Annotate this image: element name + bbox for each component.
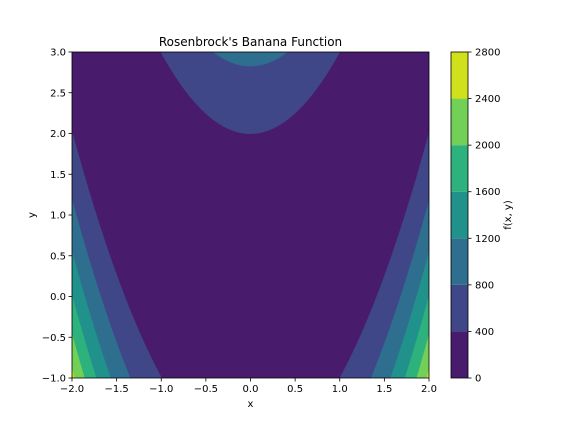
y-tick-label: 1.0: [50, 211, 66, 222]
x-tick-label: 0.0: [243, 384, 259, 395]
colorbar-segment: [451, 284, 468, 332]
colorbar-tick-label: 800: [475, 280, 494, 291]
x-axis: −2.0 −1.5 −1.0 −0.5 0.0 0.5 1.0 1.5 2.0: [60, 378, 437, 395]
colorbar-segment: [451, 331, 468, 378]
colorbar-segment: [451, 191, 468, 239]
colorbar: 0 400 800 1200 1600 2000 2400 2800 f(x, y): [450, 48, 514, 385]
colorbar-segments: [451, 52, 468, 378]
colorbar-label: f(x, y): [503, 200, 514, 230]
x-tick-label: 1.5: [376, 384, 392, 395]
y-tick-label: 0.0: [50, 292, 66, 303]
x-axis-label: x: [248, 399, 254, 410]
chart-title: Rosenbrock's Banana Function: [159, 35, 342, 49]
contour-band-400-upper: [160, 52, 341, 134]
contour-band-1200-upper: [72, 0, 429, 14]
colorbar-frame: [450, 51, 469, 379]
colorbar-tick-label: 1600: [475, 187, 500, 198]
colorbar-tick-label: 0: [475, 374, 481, 385]
colorbar-segment: [451, 98, 468, 146]
colorbar-segment: [451, 52, 468, 99]
colorbar-ticks: 0 400 800 1200 1600 2000 2400 2800: [468, 48, 500, 385]
y-tick-label: 0.5: [50, 251, 66, 262]
x-tick-label: −1.5: [104, 384, 128, 395]
colorbar-tick-label: 2400: [475, 94, 500, 105]
y-tick-label: 2.0: [50, 129, 66, 140]
x-tick-label: 0.5: [287, 384, 303, 395]
x-tick-label: −2.0: [60, 384, 84, 395]
y-tick-label: 1.5: [50, 170, 66, 181]
contour-band-800-lower: [72, 199, 429, 378]
colorbar-tick-label: 1200: [475, 234, 500, 245]
y-axis-label: y: [27, 212, 38, 218]
y-tick-label: −0.5: [42, 333, 66, 344]
x-tick-label: 2.0: [421, 384, 437, 395]
y-axis: −1.0 −0.5 0.0 0.5 1.0 1.5 2.0 2.5 3.0: [42, 48, 72, 385]
x-tick-label: 1.0: [332, 384, 348, 395]
contour-bands: [72, 0, 429, 378]
y-tick-label: 2.5: [50, 88, 66, 99]
plot-area: [72, 0, 429, 378]
y-tick-label: 3.0: [50, 48, 66, 59]
x-tick-label: −1.0: [149, 384, 173, 395]
contour-band-800-upper: [212, 52, 288, 67]
colorbar-segment: [451, 238, 468, 285]
colorbar-tick-label: 2800: [475, 48, 500, 59]
y-tick-label: −1.0: [42, 374, 66, 385]
x-tick-label: −0.5: [194, 384, 218, 395]
colorbar-segment: [451, 145, 468, 192]
colorbar-tick-label: 400: [475, 327, 494, 338]
colorbar-tick-label: 2000: [475, 141, 500, 152]
